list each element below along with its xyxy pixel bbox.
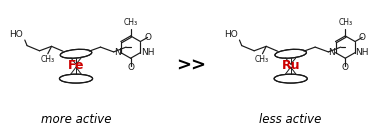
Text: Ru: Ru (282, 59, 300, 72)
Text: CH₃: CH₃ (338, 18, 352, 27)
Text: N: N (114, 48, 121, 57)
Text: NH: NH (355, 48, 369, 57)
Text: Fe: Fe (68, 59, 84, 72)
Text: HO: HO (224, 30, 238, 39)
Ellipse shape (59, 74, 93, 83)
Text: less active: less active (260, 113, 322, 126)
Text: more active: more active (41, 113, 111, 126)
Text: >>: >> (176, 57, 206, 75)
Ellipse shape (275, 49, 307, 58)
Text: O: O (127, 63, 134, 72)
Text: NH: NH (141, 48, 154, 57)
Text: O: O (144, 33, 151, 42)
Text: N: N (328, 48, 335, 57)
Text: O: O (359, 33, 366, 42)
Text: CH₃: CH₃ (40, 55, 54, 64)
Ellipse shape (274, 74, 307, 83)
Text: HO: HO (9, 30, 23, 39)
Ellipse shape (60, 49, 92, 58)
Text: O: O (342, 63, 349, 72)
Text: CH₃: CH₃ (255, 55, 269, 64)
Text: CH₃: CH₃ (124, 18, 138, 27)
